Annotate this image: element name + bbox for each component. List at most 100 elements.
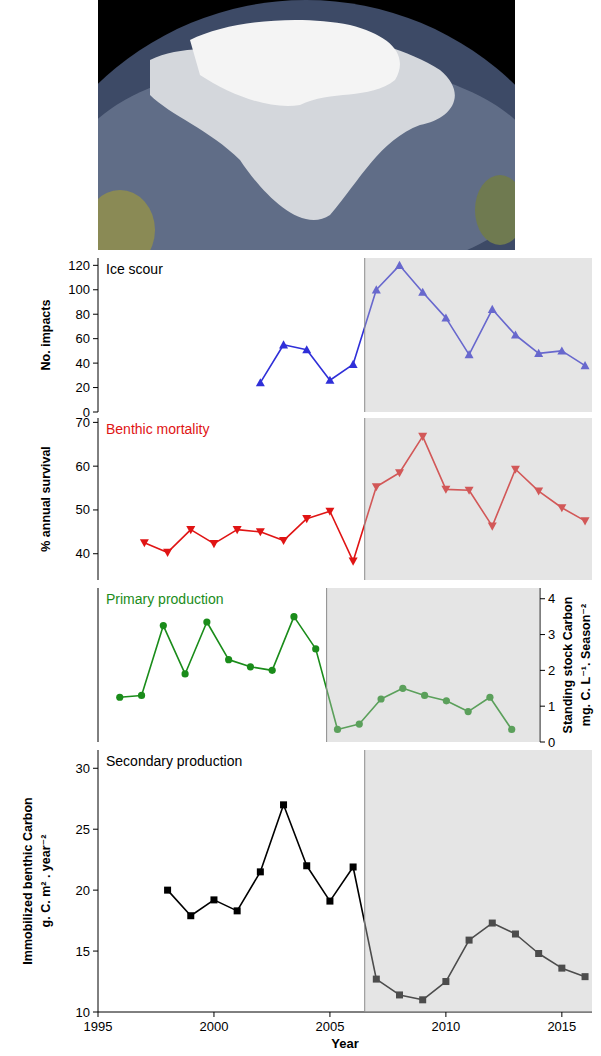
y-tick bbox=[93, 951, 98, 952]
y-tick bbox=[93, 829, 98, 830]
y2-tick bbox=[540, 598, 545, 599]
y-axis-line bbox=[98, 418, 99, 580]
y2-axis-title: mg. C. L⁻¹. Season⁻² bbox=[579, 604, 593, 726]
land-left bbox=[98, 190, 155, 250]
y-tick bbox=[93, 265, 98, 266]
marker bbox=[116, 694, 123, 701]
y-tick bbox=[93, 509, 98, 510]
y-tick bbox=[93, 890, 98, 891]
panel-title: Ice scour bbox=[106, 261, 163, 277]
marker bbox=[181, 670, 188, 677]
x-tick-label: 2015 bbox=[547, 1019, 576, 1034]
y-axis-title: % annual survival bbox=[39, 446, 53, 552]
y-tick-label: 60 bbox=[76, 459, 90, 474]
shaded-period-edge bbox=[364, 258, 365, 412]
marker bbox=[302, 345, 311, 353]
marker bbox=[164, 887, 171, 894]
y2-axis-title: Standing stock Carbon bbox=[561, 597, 575, 734]
marker bbox=[279, 537, 288, 545]
shaded-period-edge bbox=[364, 750, 365, 1012]
x-tick-label: 1995 bbox=[84, 1019, 113, 1034]
marker bbox=[203, 618, 210, 625]
panel: 40506070% annual survivalBenthic mortali… bbox=[39, 415, 592, 580]
marker bbox=[187, 912, 194, 919]
x-tick bbox=[561, 1012, 562, 1017]
panel: 10 15 20 25 30 Immobilized benthic Carbon g. C… bbox=[21, 750, 592, 1051]
marker bbox=[210, 896, 217, 903]
shaded-period bbox=[365, 418, 592, 580]
y-tick-label: 10 bbox=[76, 1005, 90, 1020]
y2-tick-label: 1 bbox=[548, 699, 555, 714]
marker bbox=[349, 558, 358, 566]
globe-image bbox=[98, 0, 515, 250]
y2-tick-label: 2 bbox=[548, 663, 555, 678]
y-tick-label: 20 bbox=[76, 883, 90, 898]
panel-title: Benthic mortality bbox=[106, 421, 209, 437]
earth bbox=[98, 0, 515, 250]
y-tick-label: 25 bbox=[76, 822, 90, 837]
marker bbox=[269, 667, 276, 674]
panel-title: Secondary production bbox=[106, 753, 242, 769]
y-tick-label: 30 bbox=[76, 761, 90, 776]
x-tick bbox=[213, 1012, 214, 1017]
y2-tick bbox=[540, 634, 545, 635]
antarctica bbox=[190, 20, 400, 106]
x-tick-label: 2010 bbox=[431, 1019, 460, 1034]
y-axis-title: No. impacts bbox=[39, 300, 53, 371]
panel: 020406080100120No. impactsIce scour bbox=[39, 258, 592, 420]
marker bbox=[160, 622, 167, 629]
y-axis-title: Immobilized benthic Carbon bbox=[21, 797, 35, 964]
marker bbox=[138, 692, 145, 699]
y-tick-label: 80 bbox=[76, 307, 90, 322]
shaded-period bbox=[365, 258, 592, 412]
y-tick bbox=[93, 412, 98, 413]
y-tick-label: 15 bbox=[76, 944, 90, 959]
y-tick-label: 40 bbox=[76, 356, 90, 371]
marker bbox=[290, 613, 297, 620]
marker bbox=[325, 376, 334, 384]
marker bbox=[247, 663, 254, 670]
marker bbox=[186, 526, 195, 534]
page: {"chart_data": [ {"type": "line", "title… bbox=[0, 0, 601, 1056]
y-tick bbox=[93, 422, 98, 423]
shaded-period-edge bbox=[364, 418, 365, 580]
marker bbox=[163, 549, 172, 557]
marker bbox=[349, 360, 358, 368]
marker bbox=[326, 898, 333, 905]
y2-tick bbox=[540, 670, 545, 671]
x-axis-title: Year bbox=[331, 1036, 358, 1051]
y2-tick-label: 4 bbox=[548, 591, 555, 606]
y-axis-title: g. C. m² . year⁻² bbox=[39, 835, 53, 928]
y-tick-label: 120 bbox=[68, 258, 90, 273]
y-tick-label: 50 bbox=[76, 502, 90, 517]
marker bbox=[257, 868, 264, 875]
y-tick-label: 60 bbox=[76, 331, 90, 346]
shaded-period bbox=[365, 750, 592, 1012]
y-tick bbox=[93, 314, 98, 315]
marker bbox=[279, 340, 288, 348]
y-tick bbox=[93, 553, 98, 554]
shaded-period-edge bbox=[326, 588, 327, 742]
marker bbox=[302, 515, 311, 523]
marker bbox=[233, 526, 242, 534]
marker bbox=[303, 862, 310, 869]
panel-title: Primary production bbox=[106, 591, 224, 607]
y-axis-line bbox=[98, 258, 99, 412]
y-tick bbox=[93, 466, 98, 467]
y-axis-line bbox=[98, 750, 99, 1012]
shaded-period bbox=[327, 588, 540, 742]
y-tick bbox=[93, 768, 98, 769]
marker bbox=[225, 656, 232, 663]
y2-tick-label: 0 bbox=[548, 735, 555, 750]
x-tick bbox=[445, 1012, 446, 1017]
y-tick-label: 100 bbox=[68, 282, 90, 297]
marker bbox=[140, 539, 149, 547]
marker bbox=[350, 863, 357, 870]
y2-tick bbox=[540, 742, 545, 743]
y-axis-line bbox=[98, 588, 99, 742]
marker bbox=[325, 508, 334, 516]
y-tick-label: 20 bbox=[76, 380, 90, 395]
x-tick bbox=[329, 1012, 330, 1017]
y-tick bbox=[93, 387, 98, 388]
x-tick-label: 2000 bbox=[200, 1019, 229, 1034]
